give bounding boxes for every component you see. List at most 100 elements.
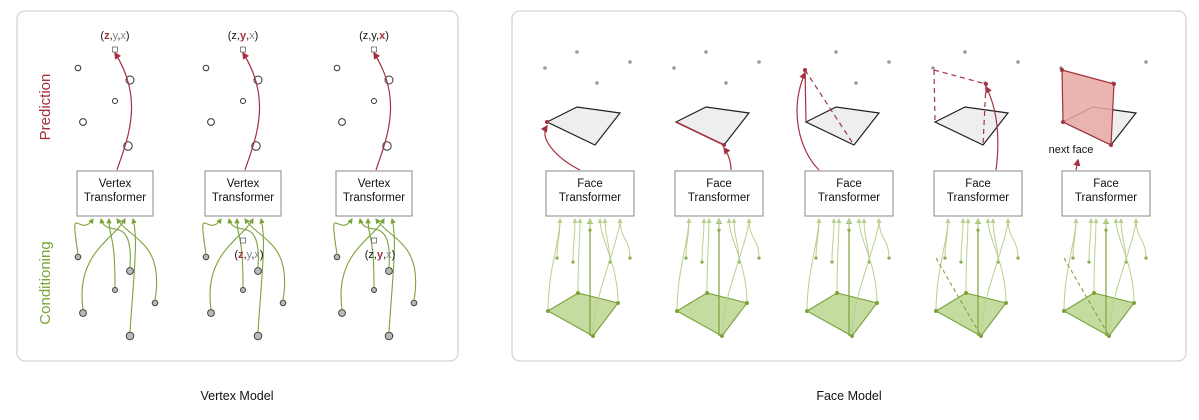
face-cond-vertex-0 bbox=[546, 309, 550, 313]
coord-part-4: , bbox=[383, 249, 386, 261]
vertex-cond-point-0 bbox=[202, 253, 210, 261]
face-prediction-arrow bbox=[796, 71, 820, 171]
face-transformer-box-5-line1: Face bbox=[1093, 178, 1119, 190]
vertex-cond-point-3 bbox=[279, 299, 287, 307]
face-dot-1 bbox=[543, 66, 547, 70]
face-transformer-box-1-line2: Transformer bbox=[559, 192, 621, 204]
face-cond-quad-arrow-0 bbox=[547, 218, 563, 312]
face-dot-2 bbox=[1016, 60, 1020, 64]
face-cond-quad-arrow-1 bbox=[577, 218, 583, 294]
face-cond-arrow-4 bbox=[876, 218, 890, 259]
vertex-cond-arrow-0 bbox=[333, 218, 353, 255]
vertex-coord-label-top-2: (z,y,x) bbox=[228, 30, 259, 42]
vertex-point-3 bbox=[338, 118, 346, 126]
face-transformer-box-4-line2: Transformer bbox=[947, 192, 1009, 204]
vertex-cond-arrow-5 bbox=[257, 217, 265, 333]
coord-part-2: , bbox=[237, 30, 240, 42]
face-prediction-arrow bbox=[723, 146, 732, 171]
vertex-cond-point-1 bbox=[126, 267, 134, 275]
vertex-transformer-box-2: Vertex Transformer bbox=[204, 170, 282, 217]
face-cond-quad-arrow-3 bbox=[592, 218, 623, 337]
face-quad bbox=[804, 106, 881, 146]
coord-part-1: z bbox=[363, 30, 369, 42]
vertex-point-3 bbox=[207, 118, 215, 126]
vertex-cond-arrow-1 bbox=[227, 217, 259, 268]
face-cond-vertex-1 bbox=[576, 291, 580, 295]
face-transformer-box-2-line1: Face bbox=[706, 178, 732, 190]
vertex-cond-arrow-3 bbox=[116, 218, 158, 301]
face-cond-dashed-edge bbox=[1063, 257, 1110, 337]
face-cond-vertex-3 bbox=[979, 334, 983, 338]
face-column-2: Face Transformer bbox=[672, 50, 764, 338]
face-cond-arrow-1 bbox=[960, 218, 966, 263]
face-column-1: Face Transformer bbox=[540, 50, 635, 338]
vertex-point-0 bbox=[202, 64, 210, 72]
face-cond-vertex-3 bbox=[850, 334, 854, 338]
vertex-cond-point-3 bbox=[151, 299, 159, 307]
face-transformer-box-5-rect bbox=[1061, 170, 1151, 217]
face-cond-quad-arrow-3 bbox=[851, 218, 882, 337]
coord-part-0: ( bbox=[234, 249, 238, 261]
face-cond-vertex-3 bbox=[591, 334, 595, 338]
face-predicted-vertex-3 bbox=[1061, 120, 1065, 124]
coord-part-6: ) bbox=[392, 249, 396, 261]
face-cond-quad-arrow-2 bbox=[985, 218, 1007, 304]
coord-part-5: x bbox=[120, 30, 126, 42]
face-cond-quad-arrow-3 bbox=[980, 218, 1011, 337]
next-face-label: next face bbox=[1049, 144, 1094, 156]
face-cond-dashed-edge bbox=[935, 257, 982, 337]
vertex-cond-point-5 bbox=[384, 331, 394, 341]
face-cond-quad-arrow-0 bbox=[935, 218, 951, 312]
face-cond-arrow-4 bbox=[1005, 218, 1019, 259]
face-selected-vertex bbox=[545, 120, 549, 124]
face-dot-2 bbox=[887, 60, 891, 64]
vertex-cond-point-1 bbox=[385, 267, 393, 275]
vertex-cond-point-0 bbox=[74, 253, 82, 261]
vertex-cond-point-4 bbox=[207, 309, 215, 317]
face-quad bbox=[545, 106, 622, 146]
vertex-prediction-arrow bbox=[242, 51, 261, 171]
face-transformer-box-3-rect bbox=[804, 170, 894, 217]
vertex-point-2 bbox=[371, 98, 377, 104]
face-cond-arrow-1 bbox=[701, 218, 707, 263]
face-cond-quad-arrow-0 bbox=[676, 218, 692, 312]
face-cond-vertex-3 bbox=[1107, 334, 1111, 338]
coord-part-2: , bbox=[244, 249, 247, 261]
vertex-cond-arrow-0 bbox=[74, 218, 94, 255]
face-cond-vertex-1 bbox=[964, 291, 968, 295]
vertex-cond-arrow-3 bbox=[375, 218, 417, 301]
vertex-coord-label-bottom-3: (z,y,x) bbox=[365, 249, 396, 261]
face-transformer-box-4-line1: Face bbox=[965, 178, 991, 190]
vertex-cond-arrow-4 bbox=[81, 218, 126, 310]
coord-part-6: ) bbox=[255, 30, 259, 42]
face-selected-edge bbox=[675, 121, 725, 146]
vertex-transformer-box-3-line1: Vertex bbox=[358, 178, 391, 190]
vertex-transformer-box-2-line2: Transformer bbox=[212, 192, 274, 204]
coord-part-3: y bbox=[371, 30, 377, 42]
face-dot-2 bbox=[1144, 60, 1148, 64]
vertex-cond-arrow-1 bbox=[358, 217, 390, 268]
face-prediction-arrow bbox=[540, 124, 581, 171]
vertex-transformer-box-3-line2: Transformer bbox=[343, 192, 405, 204]
face-transformer-box-1-line1: Face bbox=[577, 178, 603, 190]
face-dot-2 bbox=[628, 60, 632, 64]
coord-part-3: y bbox=[240, 30, 247, 42]
vertex-point-2 bbox=[240, 98, 246, 104]
coord-part-3: y bbox=[247, 249, 253, 261]
face-cond-quad-arrow-1 bbox=[1093, 218, 1099, 294]
vertex-cond-arrow-5 bbox=[129, 217, 137, 333]
face-transformer-box-1: Face Transformer bbox=[545, 170, 635, 217]
vertex-point-3 bbox=[79, 118, 87, 126]
face-selected-vertex bbox=[803, 68, 807, 72]
vertex-point-0 bbox=[333, 64, 341, 72]
face-transformer-box-4: Face Transformer bbox=[933, 170, 1023, 217]
coord-part-5: x bbox=[254, 249, 260, 261]
face-cond-vertex-2 bbox=[616, 301, 620, 305]
face-cond-arrow-4 bbox=[617, 218, 631, 259]
face-column-4: Face Transformer bbox=[931, 50, 1023, 338]
face-transformer-box-4-rect bbox=[933, 170, 1023, 217]
coord-part-2: , bbox=[374, 249, 377, 261]
coord-part-5: x bbox=[379, 30, 386, 42]
vertex-cond-arrow-5 bbox=[388, 217, 396, 333]
vertex-cond-arrow-1 bbox=[99, 217, 131, 268]
